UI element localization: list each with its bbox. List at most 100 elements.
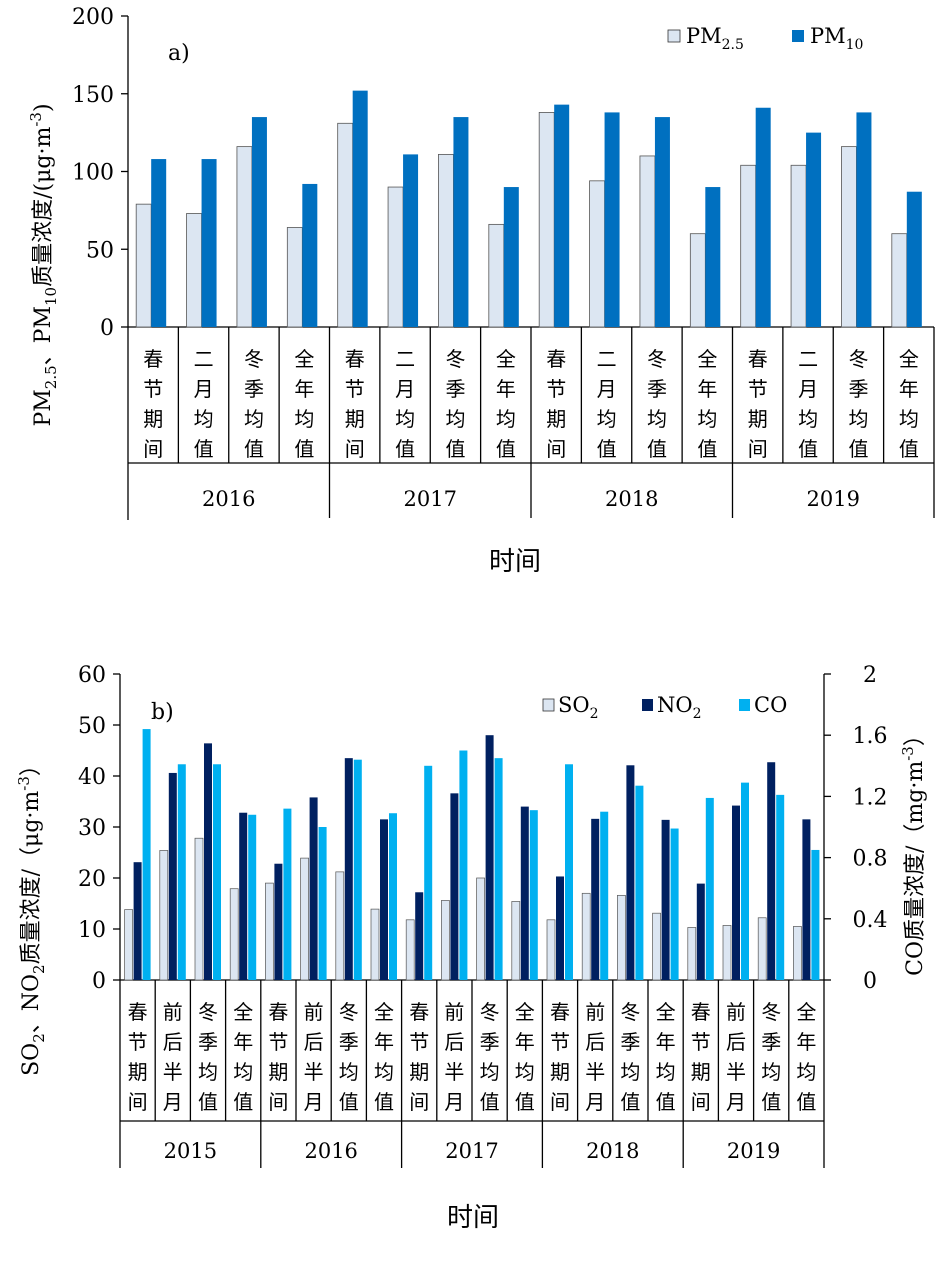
y-right-tick-label: 1.6 [853, 724, 888, 749]
bar-CO [565, 764, 573, 980]
bar-NO2 [239, 812, 248, 980]
bar-SO2 [265, 882, 274, 981]
x-category-label: 全年均值 [697, 347, 717, 461]
x-category-label: 冬季均值 [761, 1000, 781, 1114]
x-category-label: 冬季均值 [339, 1000, 359, 1114]
y-tick-label: 50 [78, 714, 106, 739]
bar-PM25 [891, 233, 908, 328]
bar-PM10 [604, 112, 620, 327]
legend-swatch [792, 30, 804, 42]
x-category-label: 冬季均值 [198, 1000, 218, 1114]
bar-CO [459, 750, 468, 980]
x-category-label: 冬季均值 [848, 347, 868, 461]
legend-label: PM10 [810, 24, 863, 53]
bar-CO [741, 782, 749, 980]
bar-CO [213, 764, 221, 980]
bar-PM25 [589, 180, 605, 328]
bar-SO2 [617, 894, 626, 981]
bar-CO [670, 828, 679, 980]
bar-CO [635, 785, 644, 980]
y-right-tick-label: 0.8 [853, 847, 888, 872]
bar-NO2 [556, 876, 564, 980]
bar-PM10 [755, 107, 771, 328]
bar-PM25 [538, 112, 555, 328]
x-category-label: 冬季均值 [620, 1000, 640, 1114]
bar-CO [177, 764, 186, 980]
y-tick-label: 10 [78, 918, 106, 943]
bar-PM25 [438, 153, 454, 328]
y-tick-label: 40 [78, 765, 106, 790]
bar-SO2 [194, 837, 204, 981]
bar-SO2 [441, 900, 450, 981]
legend-swatch [739, 699, 750, 711]
bar-CO [600, 811, 609, 980]
bar-NO2 [344, 758, 353, 980]
bar-PM25 [337, 122, 354, 328]
x-category-label: 冬季均值 [647, 347, 667, 461]
bar-PM25 [236, 146, 253, 328]
y-tick-label: 150 [72, 83, 114, 108]
y-right-tick-label: 0.4 [853, 908, 888, 933]
x-category-label: 二月均值 [395, 347, 415, 461]
chart-panel-b: 010203040506000.40.81.21.62春节期间前后半月冬季均值全… [15, 663, 928, 1233]
bar-PM25 [790, 164, 807, 328]
x-category-label: 冬季均值 [445, 347, 465, 461]
bar-SO2 [370, 908, 380, 981]
legend-label: NO2 [657, 693, 702, 722]
bar-SO2 [159, 850, 169, 981]
legend-label: SO2 [558, 693, 599, 722]
bar-CO [353, 759, 362, 980]
bar-NO2 [732, 805, 740, 980]
bar-NO2 [204, 743, 212, 980]
y-tick-label: 0 [92, 969, 106, 994]
x-category-label: 全年均值 [515, 1000, 535, 1114]
bar-CO [529, 810, 538, 980]
x-category-label: 全年均值 [374, 1000, 394, 1114]
bar-PM10 [806, 132, 822, 327]
bar-CO [318, 827, 327, 980]
bar-SO2 [581, 892, 591, 981]
bar-CO [142, 729, 151, 980]
x-category-label: 春节期间 [691, 1000, 711, 1114]
y-tick-label: 100 [72, 161, 114, 186]
bar-SO2 [793, 926, 802, 981]
panel-label: a) [168, 41, 190, 66]
x-category-label: 冬季均值 [244, 347, 264, 461]
bar-SO2 [757, 917, 767, 981]
x-category-label: 春节期间 [268, 1000, 288, 1114]
bar-NO2 [274, 863, 283, 980]
x-category-label: 二月均值 [194, 347, 214, 461]
bar-PM25 [841, 146, 857, 328]
x-category-label: 全年均值 [233, 1000, 253, 1114]
bar-PM10 [503, 187, 519, 327]
bar-NO2 [450, 793, 459, 980]
bar-PM25 [286, 227, 303, 328]
bar-PM10 [856, 112, 872, 327]
x-category-label: 全年均值 [294, 347, 314, 461]
x-category-label: 春节期间 [409, 1000, 429, 1114]
legend-label: CO [754, 693, 787, 717]
x-category-label: 前后半月 [726, 1000, 746, 1114]
bar-SO2 [300, 857, 309, 981]
bar-NO2 [626, 765, 635, 980]
x-axis-title: 时间 [447, 1203, 499, 1233]
panel-label: b) [151, 700, 174, 725]
bar-NO2 [696, 883, 705, 980]
x-category-label: 前后半月 [585, 1000, 605, 1114]
x-category-label: 春节期间 [143, 347, 163, 461]
bar-SO2 [476, 877, 485, 981]
x-category-label: 春节期间 [550, 1000, 570, 1114]
bar-PM25 [488, 223, 505, 328]
bar-SO2 [124, 909, 133, 981]
y-axis-title: PM2.5、PM10质量浓度/(μg·m-3) [27, 103, 60, 426]
bar-NO2 [380, 819, 388, 980]
x-year-label: 2017 [445, 1139, 498, 1163]
bar-SO2 [511, 901, 521, 981]
x-category-label: 前后半月 [304, 1000, 324, 1114]
bar-PM10 [151, 159, 167, 327]
x-category-label: 二月均值 [597, 347, 617, 461]
x-category-label: 全年均值 [656, 1000, 676, 1114]
bar-CO [494, 758, 503, 980]
bar-PM25 [186, 213, 202, 328]
